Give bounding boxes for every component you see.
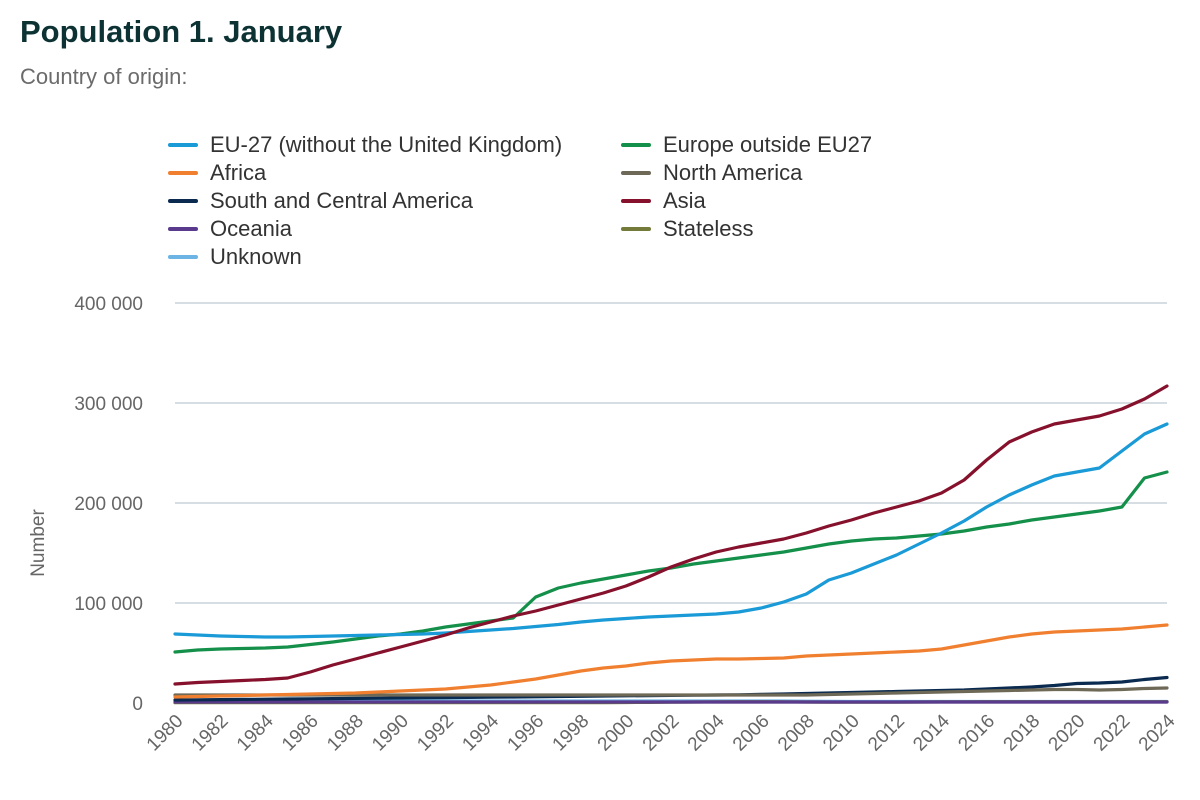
x-tick-label: 1988 [323,711,368,756]
x-tick-label: 2006 [729,711,774,756]
legend: EU-27 (without the United Kingdom) Europe… [168,131,948,271]
legend-swatch [168,255,198,259]
x-tick-label: 2010 [819,711,864,756]
series-line[interactable] [173,686,1169,697]
x-tick-label: 2022 [1090,711,1135,756]
x-tick-label: 1994 [458,710,503,755]
chart-subtitle: Country of origin: [20,64,188,89]
series-line[interactable] [173,470,1169,654]
legend-swatch [621,171,651,175]
legend-swatch [621,227,651,231]
legend-label: South and Central America [210,188,473,213]
legend-item[interactable]: North America [621,159,941,187]
series-line[interactable] [173,384,1169,686]
legend-label: Europe outside EU27 [663,132,873,157]
legend-item[interactable]: EU-27 (without the United Kingdom) [168,131,621,159]
x-tick-label: 2014 [909,710,954,755]
legend-swatch [168,199,198,203]
legend-swatch [621,143,651,147]
legend-item[interactable]: Oceania [168,215,621,243]
x-tick-label: 1996 [504,711,549,756]
legend-label: Oceania [210,216,292,241]
legend-label: North America [663,160,803,185]
y-tick-label: 200 000 [74,494,143,515]
x-tick-label: 1990 [368,711,413,756]
y-tick-label: 400 000 [74,294,143,315]
legend-item[interactable]: Asia [621,187,941,215]
legend-item[interactable]: Stateless [621,215,941,243]
legend-label: EU-27 (without the United Kingdom) [210,132,563,157]
legend-label: Stateless [663,216,754,241]
chart-title: Population 1. January [20,14,343,49]
x-tick-label: 1982 [188,711,233,756]
legend-swatch [168,227,198,231]
x-tick-label: 2012 [864,711,909,756]
legend-item[interactable]: South and Central America [168,187,621,215]
x-tick-label: 2004 [684,710,729,755]
x-tick-label: 1984 [233,710,278,755]
y-tick-label: 300 000 [74,394,143,415]
x-tick-label: 1992 [413,711,458,756]
legend-item[interactable]: Europe outside EU27 [621,131,941,159]
y-tick-label: 100 000 [74,594,143,615]
legend-label: Unknown [210,244,302,269]
x-tick-label: 1986 [278,711,323,756]
x-tick-label: 2018 [1000,711,1045,756]
x-tick-label: 2000 [594,711,639,756]
x-tick-label: 2002 [639,711,684,756]
legend-item[interactable]: Africa [168,159,621,187]
x-tick-label: 1998 [549,711,594,756]
y-tick-label: 0 [132,694,143,715]
legend-swatch [168,143,198,147]
series-line[interactable] [173,422,1169,639]
x-tick-label: 1980 [143,711,188,756]
legend-label: Africa [210,160,267,185]
legend-item[interactable]: Unknown [168,243,621,271]
legend-label: Asia [663,188,706,213]
x-tick-label: 2020 [1045,711,1090,756]
x-tick-label: 2024 [1135,710,1180,755]
x-tick-label: 2016 [954,711,999,756]
x-tick-label: 2008 [774,711,819,756]
legend-swatch [621,199,651,203]
y-axis-title: Number [28,509,49,577]
series-line[interactable] [173,623,1169,699]
legend-swatch [168,171,198,175]
